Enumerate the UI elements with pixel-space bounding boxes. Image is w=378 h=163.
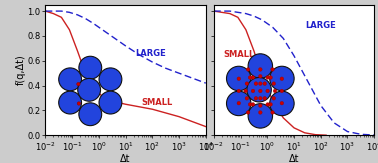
X-axis label: Δt: Δt xyxy=(120,154,131,163)
Text: LARGE: LARGE xyxy=(305,21,336,30)
X-axis label: Δt: Δt xyxy=(289,154,299,163)
Text: SMALL: SMALL xyxy=(223,50,255,59)
Text: SMALL: SMALL xyxy=(142,98,173,107)
Text: LARGE: LARGE xyxy=(135,49,166,58)
Y-axis label: f(q,Δt): f(q,Δt) xyxy=(16,55,26,85)
